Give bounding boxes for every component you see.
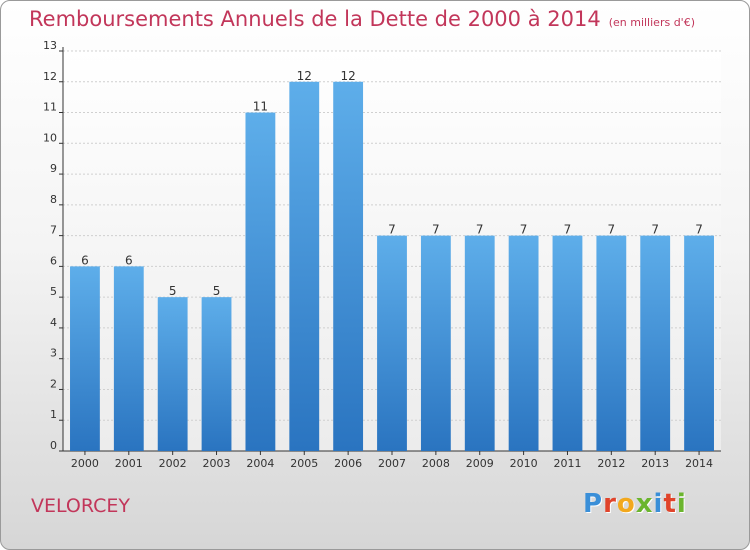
bar-value-label: 5 [169,284,177,298]
bar [333,81,364,452]
x-tick-label: 2008 [422,457,450,470]
y-tick-label: 7 [50,224,57,237]
x-tick-label: 2003 [203,457,231,470]
x-tick-label: 2009 [466,457,494,470]
x-tick-label: 2007 [378,457,406,470]
y-tick-label: 10 [43,131,57,144]
bar-value-label: 5 [213,284,221,298]
chart-title: Remboursements Annuels de la Dette de 20… [29,7,695,31]
bar [245,112,276,452]
bar [157,297,188,451]
y-tick-label: 8 [50,193,57,206]
chart-subtitle: (en milliers d'€) [608,16,695,29]
bar-value-label: 7 [388,223,396,237]
proxiti-logo: Proxiti [583,489,687,519]
bar [464,235,495,451]
bar-value-label: 12 [297,69,312,83]
bar [552,235,583,451]
y-tick-label: 0 [50,439,57,452]
bar-value-label: 7 [476,223,484,237]
bar-value-label: 12 [340,69,355,83]
x-tick-label: 2000 [71,457,99,470]
bar [684,235,714,451]
chart-title-text: Remboursements Annuels de la Dette de 20… [29,7,601,31]
y-tick-label: 5 [50,285,57,298]
x-tick-label: 2014 [685,457,713,470]
x-tick-label: 2004 [246,457,274,470]
x-tick-label: 2011 [553,457,581,470]
y-tick-label: 2 [50,377,57,390]
y-tick-label: 4 [50,316,57,329]
y-tick-label: 9 [50,162,57,175]
x-tick-label: 2006 [334,457,362,470]
bar-value-label: 7 [564,223,572,237]
logo-letter: o [616,489,636,519]
bar [640,235,671,451]
y-tick-label: 12 [43,70,57,83]
y-tick-label: 1 [50,408,57,421]
x-tick-label: 2013 [641,457,669,470]
bar [113,266,144,451]
bar-value-label: 7 [608,223,616,237]
y-tick-label: 6 [50,254,57,267]
bar-value-label: 11 [253,100,268,114]
logo-letter: x [635,489,654,519]
commune-name: VELORCEY [31,495,130,517]
x-tick-label: 2001 [115,457,143,470]
bar [420,235,451,451]
bar-value-label: 7 [432,223,440,237]
logo-letter: i [676,489,687,519]
logo-letter: P [583,489,604,519]
bar [508,235,539,451]
bar [289,81,320,452]
bar [201,297,232,451]
bar-value-label: 7 [695,223,703,237]
bar-value-label: 6 [81,253,89,267]
bar [377,235,407,451]
bar [596,235,627,451]
bar-value-label: 6 [125,253,133,267]
bar-value-label: 7 [520,223,528,237]
y-tick-label: 11 [43,101,57,114]
y-tick-label: 13 [43,39,57,52]
logo-letter: i [653,489,664,519]
x-tick-label: 2002 [159,457,187,470]
logo-letter: t [663,489,677,519]
y-tick-label: 3 [50,347,57,360]
x-tick-label: 2005 [290,457,318,470]
x-tick-label: 2010 [510,457,538,470]
bar [70,266,100,451]
x-tick-label: 2012 [597,457,625,470]
logo-letter: r [603,489,617,519]
bar-value-label: 7 [651,223,659,237]
